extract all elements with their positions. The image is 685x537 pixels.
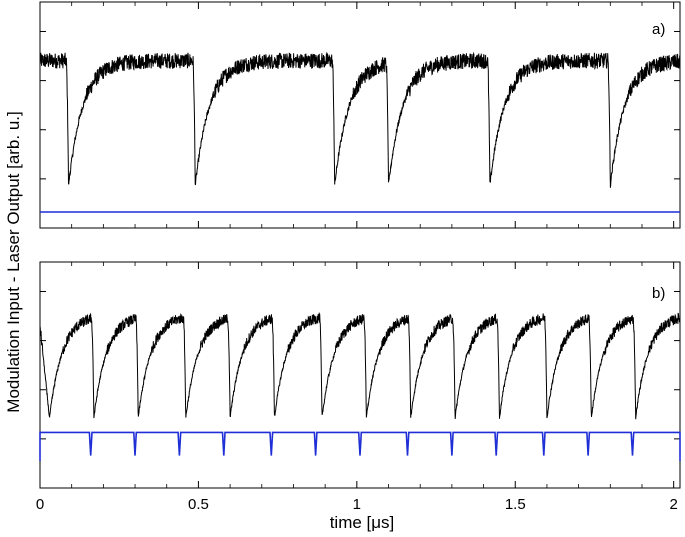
x-tick-label-2: 1 [353,496,361,513]
y-axis-label: Modulation Input - Laser Output [arb. u.… [4,111,23,412]
panel-b-frame [39,261,681,489]
panel-a-ticks [39,2,680,228]
panel-b-label: b) [652,285,665,302]
panel-b-laser-output-line [39,312,681,420]
panel-a-label: a) [652,21,665,38]
x-tick-label-3: 1.5 [505,496,526,513]
x-tick-label-1: 0.5 [188,496,209,513]
x-axis-label: time [μs] [330,513,395,532]
panel-a: a) [39,1,681,229]
panel-b: b) [39,261,681,489]
panel-b-ticks [39,262,680,488]
panel-b-modulation-input-line [39,431,681,461]
x-tick-labels: 0 0.5 1 1.5 2 [36,496,678,513]
panel-a-laser-output-line [39,51,681,188]
x-tick-label-4: 2 [669,496,677,513]
x-tick-label-0: 0 [36,496,44,513]
panel-a-frame [39,1,681,229]
